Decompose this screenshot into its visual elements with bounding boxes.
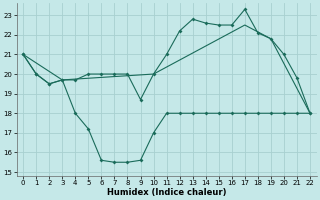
X-axis label: Humidex (Indice chaleur): Humidex (Indice chaleur)	[107, 188, 226, 197]
